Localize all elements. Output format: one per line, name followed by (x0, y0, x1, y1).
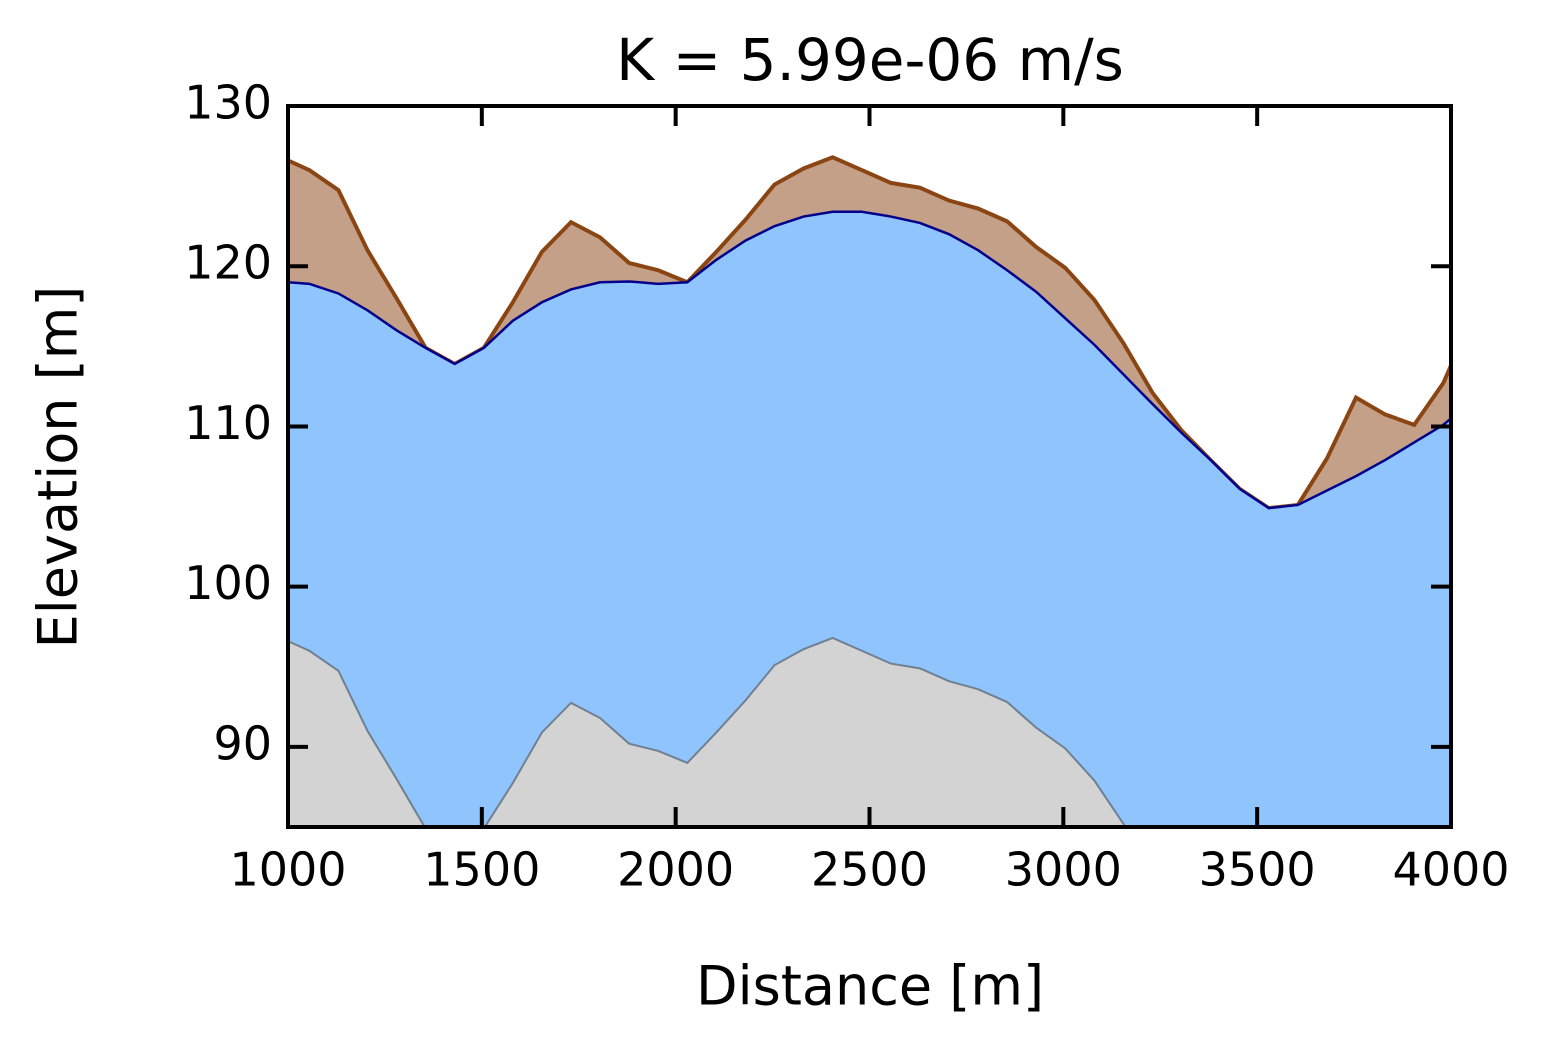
x-tick-label: 3000 (1005, 843, 1122, 897)
area-fill (288, 637, 1126, 827)
area-fill (288, 211, 1451, 827)
x-tick-label: 1000 (229, 843, 346, 897)
x-tick-label: 2500 (811, 843, 928, 897)
area-line (288, 636, 1127, 827)
y-tick-label: 90 (213, 716, 272, 770)
y-tick-label: 100 (184, 556, 272, 610)
x-tick-label: 3500 (1199, 843, 1316, 897)
x-tick-label: 1500 (423, 843, 540, 897)
x-tick-label: 2000 (617, 843, 734, 897)
y-tick-label: 130 (184, 76, 272, 130)
area-line (288, 210, 1451, 510)
x-tick-label: 4000 (1392, 843, 1509, 897)
y-tick-label: 120 (184, 236, 272, 290)
chart-title: K = 5.99e-06 m/s (616, 26, 1124, 94)
x-axis-label: Distance [m] (696, 955, 1044, 1018)
y-tick-label: 110 (184, 396, 272, 450)
y-axis-label: Elevation [m] (27, 286, 90, 649)
plot-area (288, 155, 1451, 827)
